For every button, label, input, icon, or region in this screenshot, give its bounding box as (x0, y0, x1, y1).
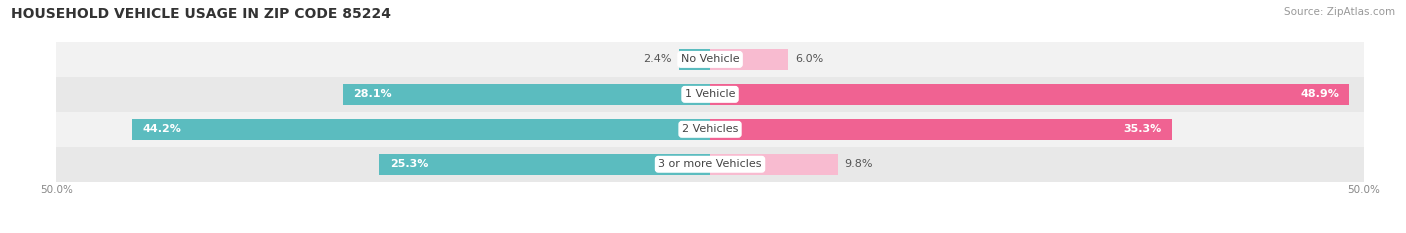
Bar (710, 49, 789, 70)
Bar (710, 119, 1171, 140)
Bar (380, 154, 710, 175)
Text: 2 Vehicles: 2 Vehicles (682, 124, 738, 134)
Bar (56, 77, 1364, 112)
Text: No Vehicle: No Vehicle (681, 55, 740, 64)
Bar (56, 147, 1364, 182)
Text: 2.4%: 2.4% (644, 55, 672, 64)
Bar (343, 84, 710, 105)
Text: 1 Vehicle: 1 Vehicle (685, 89, 735, 99)
Text: 6.0%: 6.0% (794, 55, 824, 64)
Text: 44.2%: 44.2% (142, 124, 181, 134)
Bar (56, 112, 1364, 147)
Text: 3 or more Vehicles: 3 or more Vehicles (658, 159, 762, 169)
Bar (132, 119, 710, 140)
Text: 48.9%: 48.9% (1301, 89, 1339, 99)
Text: 35.3%: 35.3% (1123, 124, 1161, 134)
Bar (679, 49, 710, 70)
Bar (710, 84, 1350, 105)
Bar (710, 154, 838, 175)
Text: HOUSEHOLD VEHICLE USAGE IN ZIP CODE 85224: HOUSEHOLD VEHICLE USAGE IN ZIP CODE 8522… (11, 7, 391, 21)
Text: Source: ZipAtlas.com: Source: ZipAtlas.com (1284, 7, 1395, 17)
Bar (56, 42, 1364, 77)
Text: 25.3%: 25.3% (389, 159, 427, 169)
Text: 28.1%: 28.1% (353, 89, 392, 99)
Text: 9.8%: 9.8% (845, 159, 873, 169)
